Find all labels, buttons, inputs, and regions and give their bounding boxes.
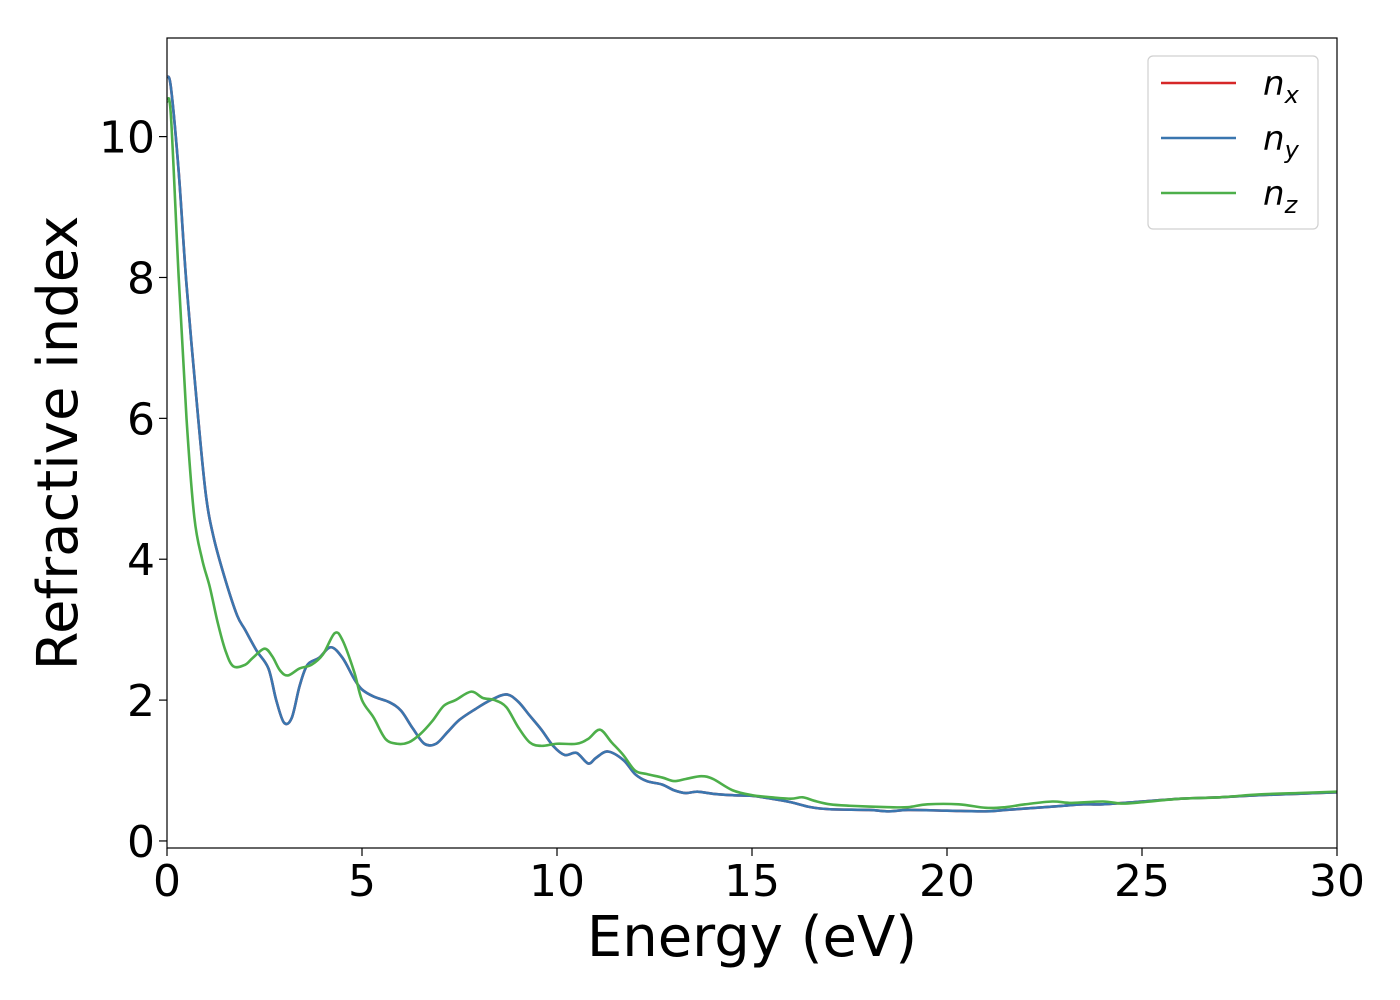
x-axis-title: Energy (eV)	[587, 905, 917, 970]
x-tick-label: 30	[1309, 856, 1365, 907]
y-axis-title: Refractive index	[26, 216, 91, 671]
legend-label-x: nx	[1263, 64, 1300, 109]
legend-box	[1147, 55, 1319, 230]
x-tick-label: 25	[1114, 856, 1170, 907]
x-axis: 0 5 10 15 20 25 30	[153, 848, 1365, 907]
y-tick-label: 8	[127, 253, 155, 304]
legend: nx ny nz	[1147, 55, 1319, 230]
y-tick-label: 2	[127, 676, 155, 727]
y-tick-label: 10	[99, 113, 155, 164]
y-tick-label: 0	[127, 817, 155, 868]
legend-label-y: ny	[1263, 119, 1300, 164]
y-tick-label: 4	[127, 535, 155, 586]
series-layer	[167, 75, 1337, 813]
x-tick-label: 15	[724, 856, 780, 907]
legend-label-z: nz	[1263, 174, 1299, 219]
series-line-y	[167, 75, 1337, 813]
x-tick-label: 20	[919, 856, 975, 907]
x-tick-label: 0	[153, 856, 181, 907]
x-tick-label: 10	[529, 856, 585, 907]
x-tick-label: 5	[348, 856, 376, 907]
y-axis: 0 2 4 6 8 10	[99, 113, 167, 868]
y-tick-label: 6	[127, 394, 155, 445]
series-line-z	[167, 97, 1337, 810]
